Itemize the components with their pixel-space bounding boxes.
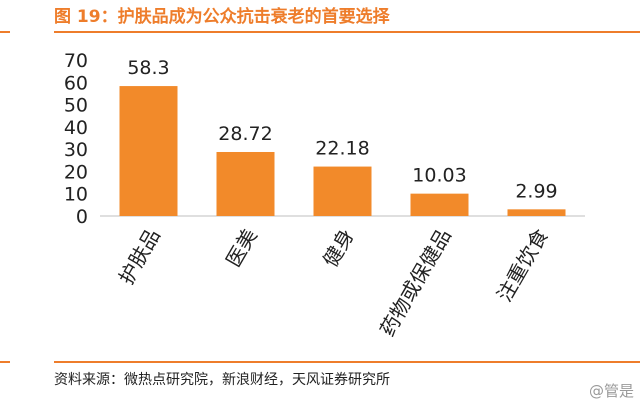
y-tick-label: 30 bbox=[64, 139, 88, 161]
watermark: @管是 bbox=[588, 382, 634, 400]
category-label: 健身 bbox=[318, 225, 359, 272]
title-rule bbox=[54, 31, 640, 33]
data-label: 2.99 bbox=[515, 180, 557, 202]
category-label: 医美 bbox=[221, 225, 262, 272]
y-tick-label: 60 bbox=[64, 72, 88, 94]
figure-title: 图 19：护肤品成为公众抗击衰老的首要选择 bbox=[54, 7, 390, 27]
data-label: 58.3 bbox=[127, 57, 169, 79]
y-tick-label: 20 bbox=[64, 161, 88, 183]
bar bbox=[313, 166, 372, 216]
y-tick-label: 50 bbox=[64, 95, 88, 117]
y-tick-label: 0 bbox=[76, 206, 88, 228]
edge-tick-top bbox=[0, 31, 10, 33]
y-tick-label: 10 bbox=[64, 184, 88, 206]
edge-tick-bottom bbox=[0, 361, 10, 363]
y-tick-label: 40 bbox=[64, 117, 88, 139]
source-note: 资料来源：微热点研究院，新浪财经，天风证券研究所 bbox=[54, 372, 390, 388]
source-rule bbox=[54, 361, 640, 363]
category-label: 护肤品 bbox=[114, 225, 165, 289]
category-label: 药物或保健品 bbox=[375, 225, 456, 341]
y-tick-label: 70 bbox=[64, 50, 88, 72]
bar bbox=[119, 86, 178, 217]
data-label: 10.03 bbox=[412, 165, 466, 187]
category-label: 注重饮食 bbox=[492, 225, 553, 306]
bar bbox=[410, 193, 469, 216]
data-label: 28.72 bbox=[218, 123, 272, 145]
data-label: 22.18 bbox=[315, 138, 369, 160]
bar bbox=[216, 151, 275, 216]
bar bbox=[507, 209, 566, 216]
